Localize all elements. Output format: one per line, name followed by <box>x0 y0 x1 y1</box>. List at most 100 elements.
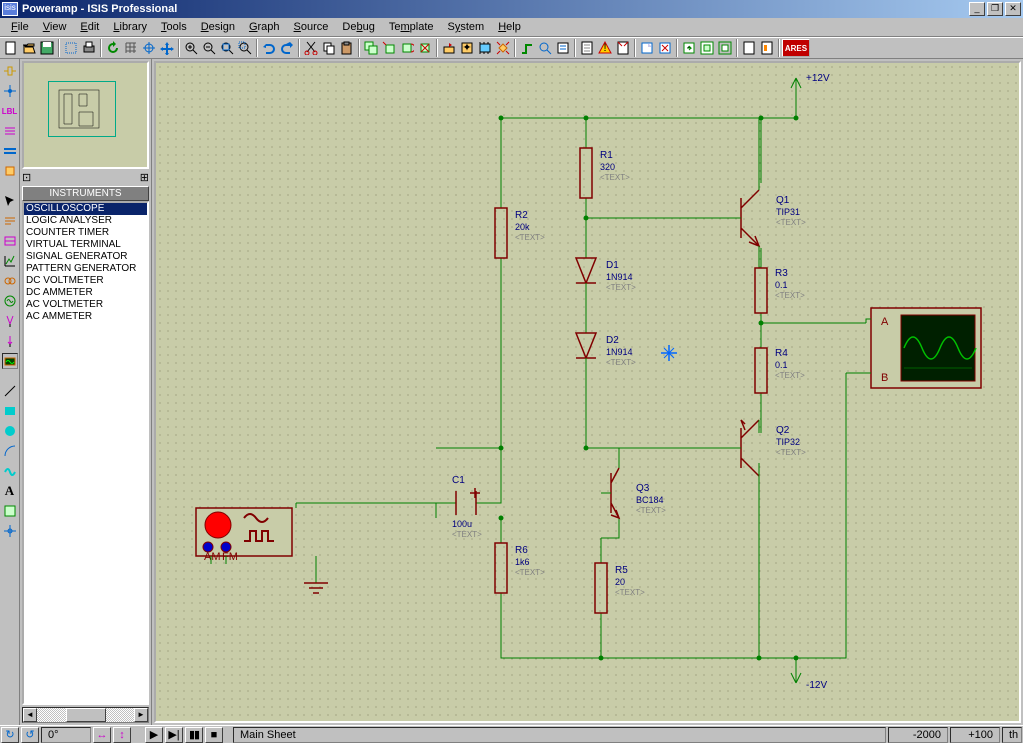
pin-mode-icon[interactable] <box>2 233 18 249</box>
new-sheet-button[interactable] <box>638 39 656 57</box>
menu-graph[interactable]: Graph <box>242 20 287 34</box>
arc-2d-icon[interactable] <box>2 443 18 459</box>
block-rotate-button[interactable] <box>398 39 416 57</box>
list-item[interactable]: VIRTUAL TERMINAL <box>24 239 147 251</box>
pan-button[interactable] <box>158 39 176 57</box>
zoom-all-button[interactable] <box>218 39 236 57</box>
zoom-in-button[interactable] <box>182 39 200 57</box>
marker-2d-icon[interactable] <box>2 523 18 539</box>
design-explorer-button[interactable] <box>740 39 758 57</box>
list-item[interactable]: DC AMMETER <box>24 287 147 299</box>
close-button[interactable]: ✕ <box>1005 2 1021 16</box>
goto-sheet-button[interactable] <box>680 39 698 57</box>
maximize-button[interactable]: ❐ <box>987 2 1003 16</box>
instrument-mode-icon[interactable] <box>2 353 18 369</box>
cut-button[interactable] <box>302 39 320 57</box>
grid-button[interactable] <box>122 39 140 57</box>
rotation-angle-field[interactable]: 0° <box>41 727 91 743</box>
component-r1[interactable]: R1 320 <TEXT> <box>580 148 630 198</box>
menu-help[interactable]: Help <box>491 20 528 34</box>
signal-generator-instrument[interactable]: AM FM <box>196 508 292 564</box>
zoom-parent-button[interactable] <box>716 39 734 57</box>
tape-mode-icon[interactable] <box>2 273 18 289</box>
overview-pane[interactable] <box>22 61 149 169</box>
origin-button[interactable] <box>140 39 158 57</box>
rotate-cw-button[interactable]: ↻ <box>1 727 19 743</box>
zoom-area-button[interactable] <box>236 39 254 57</box>
menu-library[interactable]: Library <box>106 20 154 34</box>
schematic-canvas[interactable]: R1 320 <TEXT> R2 20k <TEXT> R3 0.1 <TEXT… <box>154 61 1021 723</box>
pick-device-button[interactable]: ⊡ <box>22 171 31 184</box>
scroll-left-icon[interactable]: ◄ <box>23 708 37 722</box>
probe-v-icon[interactable] <box>2 313 18 329</box>
list-item[interactable]: LOGIC ANALYSER <box>24 215 147 227</box>
symbol-2d-icon[interactable] <box>2 503 18 519</box>
path-2d-icon[interactable] <box>2 463 18 479</box>
label-mode-icon[interactable]: LBL <box>2 103 18 119</box>
component-r5[interactable]: R5 20 <TEXT> <box>595 563 645 613</box>
redo-button[interactable] <box>278 39 296 57</box>
menu-tools[interactable]: Tools <box>154 20 194 34</box>
component-r6[interactable]: R6 1k6 <TEXT> <box>495 543 545 593</box>
component-c1[interactable]: C1 100u <TEXT> <box>452 475 482 539</box>
component-d1[interactable]: D1 1N914 <TEXT> <box>576 258 636 293</box>
play-button[interactable]: ▶ <box>145 727 163 743</box>
pick-button[interactable] <box>440 39 458 57</box>
component-q1[interactable]: Q1 TIP31 <TEXT> <box>721 183 806 248</box>
junction-mode-icon[interactable] <box>2 83 18 99</box>
block-delete-button[interactable] <box>416 39 434 57</box>
report-button[interactable] <box>758 39 776 57</box>
packaging-button[interactable] <box>476 39 494 57</box>
netlist-button[interactable] <box>614 39 632 57</box>
component-r2[interactable]: R2 20k <TEXT> <box>495 208 545 258</box>
bom-button[interactable] <box>578 39 596 57</box>
print-button[interactable] <box>80 39 98 57</box>
component-mode-icon[interactable] <box>2 63 18 79</box>
block-copy-button[interactable] <box>362 39 380 57</box>
menu-system[interactable]: System <box>441 20 492 34</box>
object-selector-scrollbar[interactable]: ◄ ► <box>22 707 149 723</box>
component-r4[interactable]: R4 0.1 <TEXT> <box>755 348 805 393</box>
mirror-h-button[interactable]: ↔ <box>93 727 111 743</box>
list-item[interactable]: COUNTER TIMER <box>24 227 147 239</box>
box-2d-icon[interactable] <box>2 403 18 419</box>
remove-sheet-button[interactable] <box>656 39 674 57</box>
erc-button[interactable]: ! <box>596 39 614 57</box>
scroll-right-icon[interactable]: ► <box>134 708 148 722</box>
menu-file[interactable]: File <box>4 20 36 34</box>
new-button[interactable] <box>2 39 20 57</box>
make-device-button[interactable]: ✦ <box>458 39 476 57</box>
stop-button[interactable]: ■ <box>205 727 223 743</box>
undo-button[interactable] <box>260 39 278 57</box>
search-button[interactable] <box>536 39 554 57</box>
copy-button[interactable] <box>320 39 338 57</box>
pause-button[interactable]: ▮▮ <box>185 727 203 743</box>
menu-template[interactable]: Template <box>382 20 441 34</box>
generator-mode-icon[interactable] <box>2 293 18 309</box>
line-2d-icon[interactable] <box>2 383 18 399</box>
zoom-child-button[interactable] <box>698 39 716 57</box>
menu-debug[interactable]: Debug <box>335 20 381 34</box>
property-button[interactable] <box>554 39 572 57</box>
list-item[interactable]: PATTERN GENERATOR <box>24 263 147 275</box>
bus-mode-icon[interactable] <box>2 143 18 159</box>
minimize-button[interactable]: _ <box>969 2 985 16</box>
decompose-button[interactable] <box>494 39 512 57</box>
list-item[interactable]: DC VOLTMETER <box>24 275 147 287</box>
scroll-thumb[interactable] <box>66 708 106 722</box>
ares-button[interactable]: ARES <box>782 39 810 57</box>
graph-mode-icon[interactable] <box>2 253 18 269</box>
text-2d-icon[interactable]: A <box>2 483 18 499</box>
menu-edit[interactable]: Edit <box>73 20 106 34</box>
script-mode-icon[interactable] <box>2 123 18 139</box>
library-manage-button[interactable]: ⊞ <box>140 171 149 184</box>
open-button[interactable] <box>20 39 38 57</box>
step-button[interactable]: ▶| <box>165 727 183 743</box>
ground-symbol[interactable] <box>304 583 328 593</box>
refresh-button[interactable] <box>104 39 122 57</box>
menu-source[interactable]: Source <box>287 20 336 34</box>
block-move-button[interactable] <box>380 39 398 57</box>
component-d2[interactable]: D2 1N914 <TEXT> <box>576 333 636 368</box>
paste-button[interactable] <box>338 39 356 57</box>
subcircuit-mode-icon[interactable] <box>2 163 18 179</box>
